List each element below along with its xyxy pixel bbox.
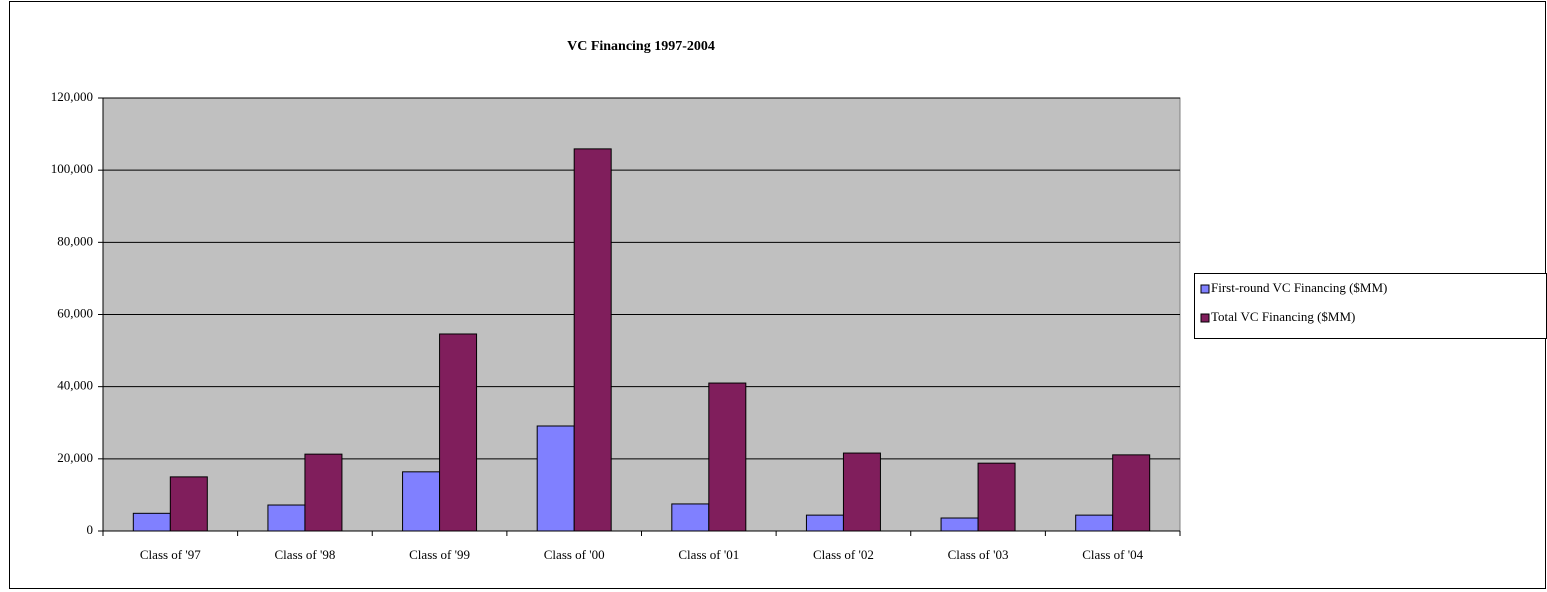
x-tick-label: Class of '02 [813,547,874,562]
bar [536,425,575,532]
x-tick-label: Class of '99 [409,547,470,562]
bar [940,517,979,532]
bar [842,452,881,532]
bar [439,333,478,532]
bar [671,503,710,532]
x-tick-label: Class of '01 [678,547,739,562]
y-tick-label: 40,000 [57,378,93,393]
bar [977,462,1016,532]
legend-swatch [1200,313,1210,323]
x-tick-label: Class of '98 [275,547,336,562]
x-tick-label: Class of '00 [544,547,605,562]
bar [267,504,306,532]
bar [708,382,747,532]
bar [402,471,441,532]
y-tick-label: 20,000 [57,450,93,465]
bar [1075,514,1114,532]
bar [1112,454,1151,532]
bar [132,512,171,532]
bar [169,476,208,532]
y-tick-label: 0 [87,522,94,537]
legend-box [1194,273,1547,339]
chart-title: VC Financing 1997-2004 [567,39,715,54]
x-tick-label: Class of '04 [1082,547,1143,562]
bar [805,514,844,532]
x-tick-label: Class of '97 [140,547,201,562]
y-tick-label: 120,000 [51,89,93,104]
legend-label: First-round VC Financing ($MM) [1211,280,1387,295]
legend-swatch [1200,284,1210,294]
bar [304,453,343,532]
bar [573,148,612,532]
y-tick-label: 60,000 [57,305,93,320]
y-tick-label: 80,000 [57,233,93,248]
x-tick-label: Class of '03 [948,547,1009,562]
legend-label: Total VC Financing ($MM) [1211,309,1355,324]
y-tick-label: 100,000 [51,161,93,176]
